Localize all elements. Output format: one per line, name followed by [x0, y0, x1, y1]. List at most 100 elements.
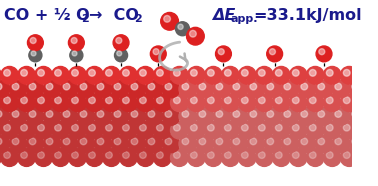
- Circle shape: [29, 111, 36, 117]
- Circle shape: [318, 138, 325, 145]
- Circle shape: [208, 97, 214, 104]
- Circle shape: [156, 124, 163, 131]
- Circle shape: [239, 149, 256, 166]
- Circle shape: [63, 111, 70, 117]
- Text: =33.1kJ/mol: =33.1kJ/mol: [253, 8, 362, 23]
- Circle shape: [247, 80, 265, 98]
- Circle shape: [43, 108, 61, 125]
- Circle shape: [21, 70, 27, 76]
- Circle shape: [162, 108, 180, 125]
- Circle shape: [55, 97, 61, 104]
- Circle shape: [196, 80, 214, 98]
- Circle shape: [94, 80, 112, 98]
- Circle shape: [21, 97, 27, 104]
- Circle shape: [242, 70, 248, 76]
- Circle shape: [0, 121, 2, 139]
- Circle shape: [35, 66, 52, 84]
- Circle shape: [0, 80, 10, 98]
- Circle shape: [301, 111, 308, 117]
- Circle shape: [136, 121, 154, 139]
- Circle shape: [174, 97, 180, 104]
- Circle shape: [290, 94, 307, 112]
- Circle shape: [88, 124, 95, 131]
- Circle shape: [208, 152, 214, 158]
- Circle shape: [114, 83, 121, 90]
- Circle shape: [153, 94, 171, 112]
- Circle shape: [239, 121, 256, 139]
- Circle shape: [18, 121, 36, 139]
- Circle shape: [187, 149, 205, 166]
- Circle shape: [225, 97, 231, 104]
- Circle shape: [225, 124, 231, 131]
- Circle shape: [114, 138, 121, 145]
- Circle shape: [0, 83, 2, 90]
- Circle shape: [55, 124, 61, 131]
- Circle shape: [71, 124, 78, 131]
- Circle shape: [128, 80, 146, 98]
- Circle shape: [242, 152, 248, 158]
- Circle shape: [170, 149, 188, 166]
- Circle shape: [204, 94, 222, 112]
- Circle shape: [340, 66, 358, 84]
- Circle shape: [69, 149, 86, 166]
- Circle shape: [309, 97, 316, 104]
- Circle shape: [69, 66, 86, 84]
- Circle shape: [111, 80, 129, 98]
- Circle shape: [9, 80, 27, 98]
- Circle shape: [352, 83, 359, 90]
- Circle shape: [187, 27, 204, 45]
- Circle shape: [46, 138, 53, 145]
- Circle shape: [18, 94, 36, 112]
- Circle shape: [29, 138, 36, 145]
- Circle shape: [213, 108, 231, 125]
- Circle shape: [199, 83, 206, 90]
- Circle shape: [267, 138, 274, 145]
- Circle shape: [218, 49, 224, 55]
- Circle shape: [88, 152, 95, 158]
- Circle shape: [153, 121, 171, 139]
- Circle shape: [222, 94, 239, 112]
- Circle shape: [276, 70, 282, 76]
- Circle shape: [315, 108, 333, 125]
- Circle shape: [71, 70, 78, 76]
- Circle shape: [199, 138, 206, 145]
- Circle shape: [153, 49, 159, 55]
- Circle shape: [250, 111, 257, 117]
- Circle shape: [145, 80, 163, 98]
- Circle shape: [1, 121, 19, 139]
- Circle shape: [150, 46, 166, 62]
- Circle shape: [119, 149, 137, 166]
- Circle shape: [156, 152, 163, 158]
- Circle shape: [326, 70, 333, 76]
- Circle shape: [309, 124, 316, 131]
- Circle shape: [343, 97, 350, 104]
- Circle shape: [97, 138, 104, 145]
- Circle shape: [77, 80, 95, 98]
- Circle shape: [85, 94, 103, 112]
- Circle shape: [307, 121, 324, 139]
- Circle shape: [35, 149, 52, 166]
- Circle shape: [182, 138, 189, 145]
- Circle shape: [145, 135, 163, 153]
- Circle shape: [349, 80, 367, 98]
- Circle shape: [4, 70, 11, 76]
- Circle shape: [148, 83, 155, 90]
- Circle shape: [174, 152, 180, 158]
- Circle shape: [38, 97, 44, 104]
- Circle shape: [273, 94, 290, 112]
- Circle shape: [340, 121, 358, 139]
- Circle shape: [105, 97, 112, 104]
- Circle shape: [116, 38, 122, 44]
- Circle shape: [187, 94, 205, 112]
- Circle shape: [80, 111, 87, 117]
- Circle shape: [26, 80, 44, 98]
- Circle shape: [72, 51, 77, 56]
- Circle shape: [165, 83, 172, 90]
- Circle shape: [170, 94, 188, 112]
- Circle shape: [175, 22, 189, 36]
- Circle shape: [122, 97, 129, 104]
- Circle shape: [69, 121, 86, 139]
- Circle shape: [182, 111, 189, 117]
- Circle shape: [301, 138, 308, 145]
- Circle shape: [307, 66, 324, 84]
